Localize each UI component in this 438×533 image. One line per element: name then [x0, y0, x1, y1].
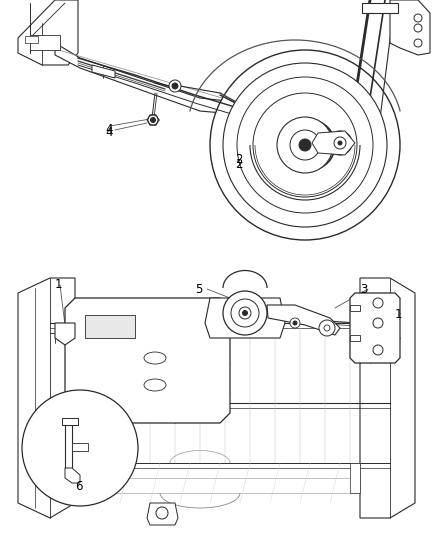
- Polygon shape: [65, 298, 230, 423]
- Circle shape: [290, 130, 320, 160]
- Polygon shape: [18, 278, 75, 518]
- Circle shape: [22, 390, 138, 506]
- Polygon shape: [390, 0, 430, 55]
- Circle shape: [414, 14, 422, 22]
- Text: 6: 6: [75, 480, 82, 493]
- Text: 5: 5: [195, 283, 202, 296]
- Ellipse shape: [144, 379, 166, 391]
- Polygon shape: [350, 305, 360, 311]
- Polygon shape: [75, 463, 85, 493]
- Circle shape: [328, 131, 352, 155]
- Polygon shape: [65, 468, 80, 483]
- Circle shape: [169, 80, 181, 92]
- Polygon shape: [205, 298, 285, 338]
- Circle shape: [334, 137, 346, 149]
- Polygon shape: [267, 305, 340, 335]
- Polygon shape: [55, 43, 270, 118]
- Circle shape: [237, 77, 373, 213]
- Bar: [0, 278, 438, 533]
- Circle shape: [338, 141, 342, 145]
- Polygon shape: [62, 418, 78, 425]
- Polygon shape: [18, 0, 78, 65]
- Circle shape: [299, 139, 311, 151]
- Polygon shape: [360, 278, 415, 518]
- Text: 4: 4: [105, 126, 113, 139]
- Polygon shape: [72, 443, 88, 451]
- Circle shape: [243, 311, 247, 316]
- Circle shape: [319, 320, 335, 336]
- Polygon shape: [85, 315, 135, 338]
- Polygon shape: [350, 335, 360, 341]
- Circle shape: [148, 115, 158, 125]
- Text: 3: 3: [360, 283, 367, 296]
- Polygon shape: [55, 323, 75, 345]
- Text: 2: 2: [235, 158, 243, 171]
- Polygon shape: [147, 503, 178, 525]
- Circle shape: [156, 507, 168, 519]
- Polygon shape: [350, 463, 360, 493]
- Circle shape: [231, 299, 259, 327]
- Polygon shape: [30, 35, 60, 50]
- Polygon shape: [362, 3, 398, 13]
- Circle shape: [414, 39, 422, 47]
- Circle shape: [277, 117, 333, 173]
- Circle shape: [290, 318, 300, 328]
- Circle shape: [210, 50, 400, 240]
- Circle shape: [293, 321, 297, 325]
- Text: 4: 4: [105, 123, 113, 136]
- Circle shape: [151, 117, 155, 123]
- Circle shape: [172, 83, 178, 89]
- Circle shape: [239, 307, 251, 319]
- Polygon shape: [350, 293, 400, 363]
- Circle shape: [373, 345, 383, 355]
- Circle shape: [373, 298, 383, 308]
- Bar: [0, 0, 438, 273]
- Ellipse shape: [144, 352, 166, 364]
- Text: 2: 2: [235, 153, 243, 166]
- Text: 1: 1: [395, 308, 403, 321]
- Circle shape: [223, 291, 267, 335]
- Polygon shape: [312, 131, 355, 155]
- Circle shape: [223, 63, 387, 227]
- Text: 1: 1: [55, 278, 63, 291]
- Circle shape: [373, 318, 383, 328]
- Polygon shape: [65, 425, 72, 468]
- Circle shape: [414, 24, 422, 32]
- Circle shape: [324, 325, 330, 331]
- Polygon shape: [25, 36, 38, 43]
- Polygon shape: [92, 65, 115, 78]
- Circle shape: [253, 93, 357, 197]
